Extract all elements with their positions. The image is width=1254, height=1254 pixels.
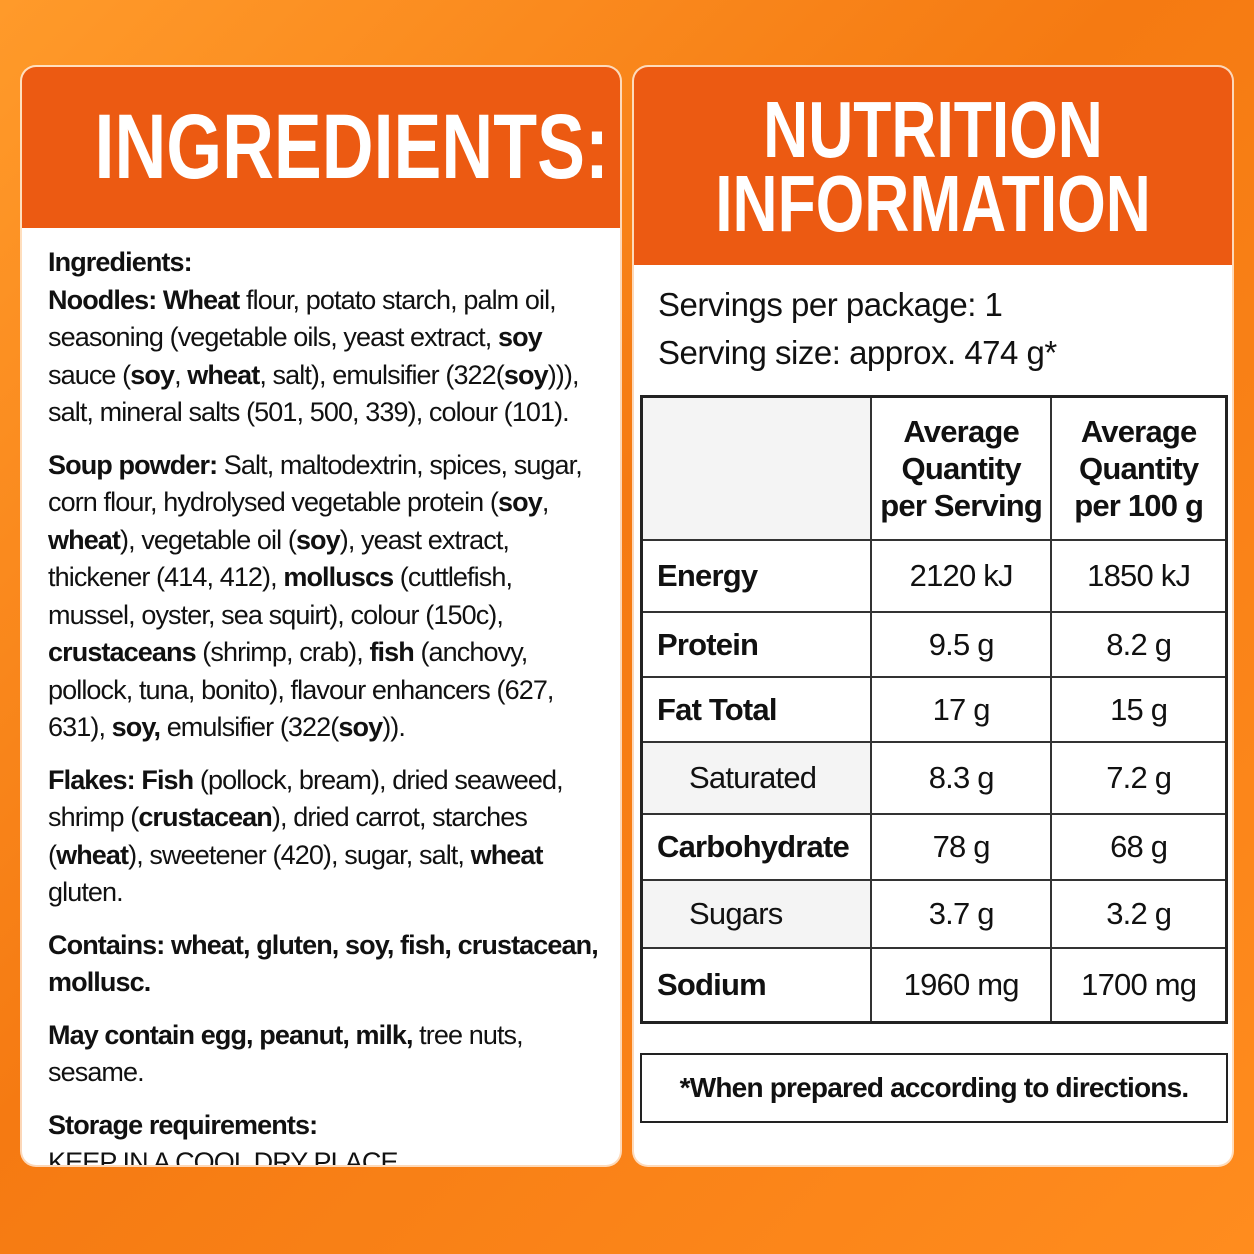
nutrient-name: Carbohydrate	[640, 813, 872, 881]
nutrient-name: Sugars	[640, 879, 872, 949]
text-run: wheat	[187, 359, 260, 390]
text-run: soy	[497, 487, 543, 517]
per-serving: 8.3 g	[869, 741, 1053, 815]
header-cell: Average Quantity per 100 g	[1050, 395, 1228, 541]
text-run: wheat	[470, 839, 544, 870]
nutrient-row: Protein 9.5 g 8.2 g	[640, 611, 1228, 678]
nutrition-card: NUTRITION INFORMATION Servings per packa…	[634, 67, 1232, 1165]
text-run: fish	[369, 637, 414, 667]
ingredient-paragraph: Contains: wheat, gluten, soy, fish, crus…	[48, 927, 600, 1002]
text-run: ), yeast extract, thickener (414, 412),	[48, 524, 510, 593]
text-run: molluscs	[283, 562, 394, 592]
text-run: crustaceans	[48, 637, 197, 667]
text-run: wheat	[56, 839, 129, 870]
storage-label: Storage requirements:	[48, 1109, 318, 1140]
ingredients-text: Ingredients: Noodles: Wheat flour, potat…	[22, 228, 620, 1165]
nutrient-name: Sodium	[640, 947, 872, 1023]
per-100g: 8.2 g	[1050, 611, 1228, 678]
text-run: ), sweetener (420), sugar, salt,	[128, 839, 471, 870]
per-serving: 17 g	[869, 676, 1053, 743]
servings-line: Serving size: approx. 474 g*	[658, 334, 1057, 371]
per-serving: 3.7 g	[869, 879, 1053, 949]
nutrient-row: Sodium 1960 mg 1700 mg	[640, 947, 1228, 1023]
text-run: (anchovy, pollock, tuna, bonito), flavou…	[48, 637, 554, 742]
per-100g: 1850 kJ	[1050, 539, 1228, 613]
header-cell: Average Quantity per Serving	[869, 395, 1053, 541]
text-run: soy	[497, 322, 543, 352]
text-run: Soup powder:	[48, 449, 218, 480]
storage-text: KEEP IN A COOL DRY PLACE.	[48, 1147, 405, 1165]
text-run: (shrimp, crab),	[195, 637, 370, 667]
nutrient-row: Sugars 3.7 g 3.2 g	[640, 879, 1228, 949]
ingredients-title: INGREDIENTS:	[94, 96, 609, 198]
ingredients-heading: Ingredients:	[48, 247, 193, 277]
nutrient-name: Fat Total	[640, 676, 872, 743]
text-run: Salt, maltodextrin, spices, sugar, corn …	[48, 449, 583, 518]
footnote: *When prepared according to directions.	[640, 1053, 1228, 1123]
per-100g: 7.2 g	[1050, 741, 1228, 815]
servings: Servings per package: 1 Serving size: ap…	[634, 265, 1232, 394]
text-run: soy	[130, 359, 175, 390]
per-serving: 2120 kJ	[869, 539, 1053, 613]
ingredients-card: INGREDIENTS: Ingredients: Noodles: Wheat…	[22, 67, 620, 1165]
nutrient-row: Energy 2120 kJ 1850 kJ	[640, 539, 1228, 613]
storage: Storage requirements: KEEP IN A COOL DRY …	[48, 1107, 600, 1166]
text-run: ,	[541, 487, 549, 517]
ingredient-paragraph: Flakes: Fish (pollock, bream), dried sea…	[48, 762, 600, 912]
text-run: (cuttlefish, mussel, oyster, sea squirt)…	[48, 562, 513, 630]
ingredient-paragraph: Noodles: Wheat flour, potato starch, pal…	[48, 282, 600, 432]
per-serving: 1960 mg	[869, 947, 1053, 1023]
text-run: soy,	[111, 712, 161, 742]
nutrition-title: NUTRITION	[763, 85, 1103, 174]
nutrition-table: Average Quantity per Serving Average Qua…	[640, 395, 1228, 1024]
header-cell	[640, 395, 872, 541]
text-run: ), dried carrot, starches (	[48, 802, 528, 870]
text-run: soy	[503, 359, 549, 390]
text-run: crustacean	[138, 802, 272, 832]
text-run: May contain egg, peanut, milk,	[48, 1019, 413, 1050]
text-run: ), vegetable oil (	[120, 524, 297, 555]
text-run: soy	[295, 524, 341, 555]
nutrition-banner: NUTRITION INFORMATION	[634, 67, 1232, 265]
text-run: )).	[382, 712, 406, 742]
text-run: ,	[174, 359, 188, 390]
nutrition-title: INFORMATION	[715, 159, 1151, 248]
text-run: flour, potato starch, palm oil, seasonin…	[48, 284, 557, 353]
text-run: tree nuts, sesame.	[48, 1019, 524, 1088]
per-serving: 78 g	[869, 813, 1053, 881]
nutrient-name: Protein	[640, 611, 872, 678]
nutrient-row: Carbohydrate 78 g 68 g	[640, 813, 1228, 881]
text-run: Contains: wheat, gluten, soy, fish, crus…	[48, 929, 599, 998]
text-run: , salt), emulsifier (322(	[259, 359, 504, 390]
nutrient-row: Saturated 8.3 g 7.2 g	[640, 741, 1228, 815]
per-100g: 68 g	[1050, 813, 1228, 881]
text-run: ))), salt, mineral salts (501, 500, 339)…	[48, 359, 580, 428]
per-100g: 15 g	[1050, 676, 1228, 743]
nutrient-row: Fat Total 17 g 15 g	[640, 676, 1228, 743]
text-run: wheat	[48, 524, 121, 555]
text-run: (pollock, bream), dried seaweed, shrimp …	[48, 764, 564, 833]
ingredient-paragraph: May contain egg, peanut, milk, tree nuts…	[48, 1017, 600, 1092]
servings-line: Servings per package: 1	[658, 286, 1003, 323]
text-run: sauce (	[48, 359, 131, 390]
ingredients-banner: INGREDIENTS:	[22, 67, 620, 228]
per-100g: 3.2 g	[1050, 879, 1228, 949]
ingredient-paragraph: Soup powder: Salt, maltodextrin, spices,…	[48, 447, 600, 747]
text-run: emulsifier (322(	[160, 712, 340, 742]
text-run: Flakes: Fish	[48, 764, 194, 795]
header-row: Average Quantity per Serving Average Qua…	[640, 395, 1228, 541]
text-run: soy	[338, 712, 383, 742]
nutrient-name: Energy	[640, 539, 872, 613]
text-run: Noodles: Wheat	[48, 284, 240, 315]
per-serving: 9.5 g	[869, 611, 1053, 678]
per-100g: 1700 mg	[1050, 947, 1228, 1023]
nutrient-name: Saturated	[640, 741, 872, 815]
text-run: gluten.	[48, 877, 124, 907]
